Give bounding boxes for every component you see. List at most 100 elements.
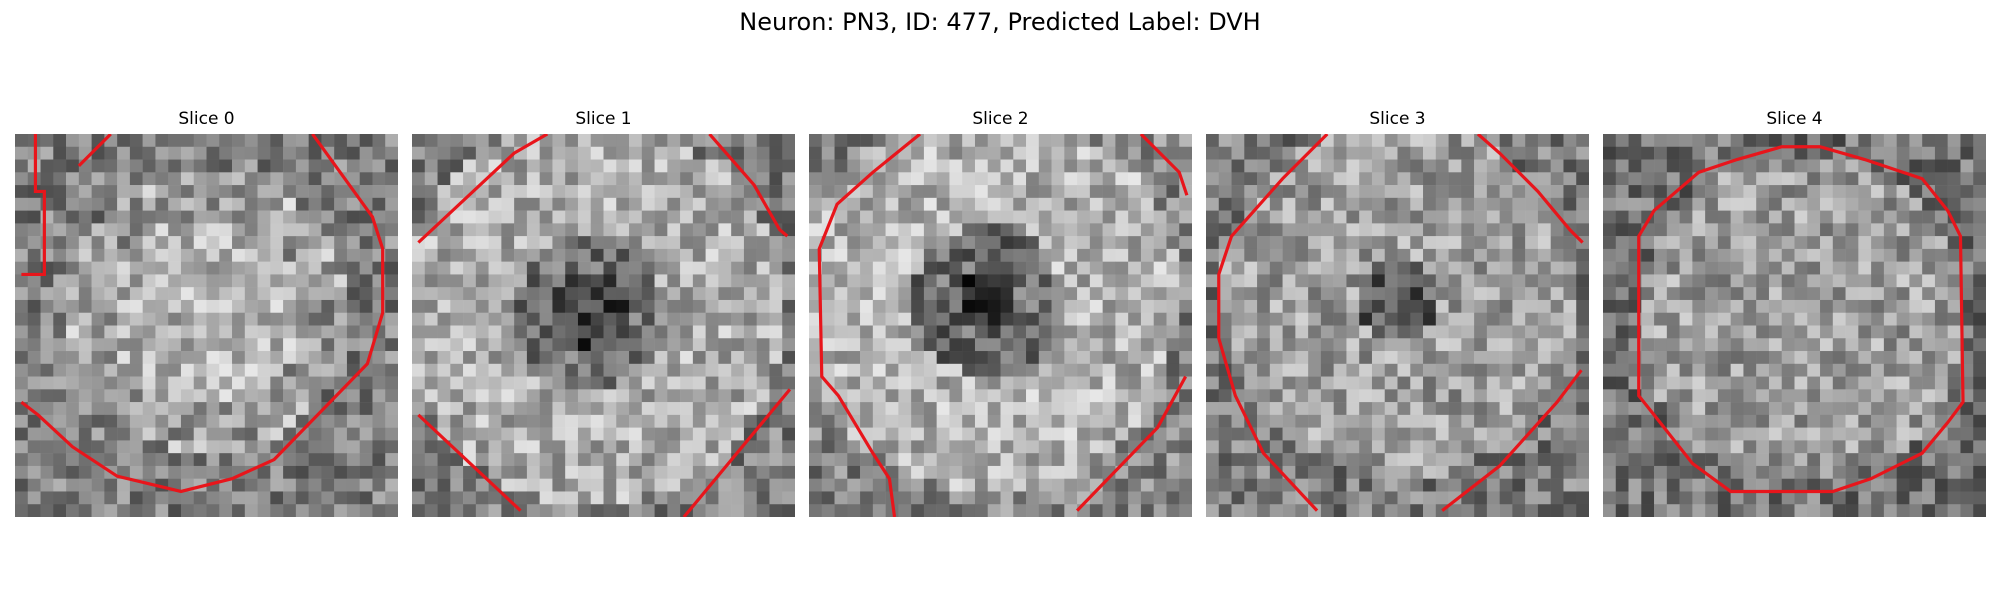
pixel <box>1947 325 1961 339</box>
pixel <box>1448 248 1462 262</box>
pixel <box>219 312 233 326</box>
pixel <box>232 197 246 211</box>
pixel <box>1858 376 1872 390</box>
pixel <box>1320 210 1334 224</box>
pixel <box>1218 172 1232 186</box>
pixel <box>1692 274 1706 288</box>
pixel <box>1423 159 1437 173</box>
pixel <box>1115 440 1129 454</box>
pixel <box>437 402 451 416</box>
pixel <box>475 146 489 160</box>
pixel <box>743 504 757 517</box>
pixel <box>834 453 848 467</box>
pixel <box>949 427 963 441</box>
pixel <box>40 274 54 288</box>
pixel <box>1218 376 1232 390</box>
pixel <box>1397 159 1411 173</box>
pixel <box>1922 236 1936 250</box>
pixel <box>1756 197 1770 211</box>
pixel <box>270 236 284 250</box>
pixel <box>743 261 757 275</box>
pixel <box>962 389 976 403</box>
pixel <box>782 351 795 365</box>
pixel <box>860 274 874 288</box>
pixel <box>283 172 297 186</box>
pixel <box>27 376 41 390</box>
pixel <box>718 363 732 377</box>
pixel <box>117 172 131 186</box>
pixel <box>1615 504 1629 517</box>
pixel <box>514 465 528 479</box>
pixel <box>923 376 937 390</box>
pixel <box>1038 236 1052 250</box>
pixel <box>1768 453 1782 467</box>
pixel <box>117 261 131 275</box>
pixel <box>1397 236 1411 250</box>
pixel <box>809 465 823 479</box>
pixel <box>1435 134 1449 148</box>
pixel <box>1410 299 1424 313</box>
pixel <box>1756 351 1770 365</box>
pixel <box>1499 427 1513 441</box>
pixel <box>1461 312 1475 326</box>
pixel <box>860 261 874 275</box>
pixel <box>1883 504 1897 517</box>
pixel <box>705 338 719 352</box>
pixel <box>1128 236 1142 250</box>
pixel <box>629 504 643 517</box>
pixel <box>1666 159 1680 173</box>
pixel <box>1102 248 1116 262</box>
pixel <box>1013 338 1027 352</box>
pixel <box>1692 351 1706 365</box>
pixel <box>412 185 426 199</box>
pixel <box>539 172 553 186</box>
pixel <box>1384 197 1398 211</box>
pixel <box>257 299 271 313</box>
pixel <box>667 299 681 313</box>
pixel <box>1013 351 1027 365</box>
pixel <box>1397 223 1411 237</box>
pixel <box>1486 312 1500 326</box>
pixel <box>270 465 284 479</box>
pixel <box>129 414 143 428</box>
pixel <box>1768 363 1782 377</box>
pixel <box>1038 414 1052 428</box>
pixel <box>987 402 1001 416</box>
pixel <box>1550 223 1564 237</box>
pixel <box>1320 185 1334 199</box>
pixel <box>488 287 502 301</box>
pixel <box>117 414 131 428</box>
pixel <box>1102 312 1116 326</box>
pixel <box>1794 223 1808 237</box>
pixel <box>731 465 745 479</box>
pixel <box>603 453 617 467</box>
pixel <box>104 248 118 262</box>
pixel <box>1435 312 1449 326</box>
pixel <box>1423 197 1437 211</box>
pixel <box>1333 287 1347 301</box>
pixel <box>1231 465 1245 479</box>
pixel <box>1089 299 1103 313</box>
pixel <box>1371 478 1385 492</box>
pixel <box>501 287 515 301</box>
pixel <box>1333 185 1347 199</box>
pixel <box>1000 325 1014 339</box>
pixel <box>1883 440 1897 454</box>
pixel <box>53 325 67 339</box>
pixel <box>552 363 566 377</box>
pixel <box>1140 325 1154 339</box>
pixel <box>1448 312 1462 326</box>
pixel <box>1282 134 1296 148</box>
pixel <box>180 376 194 390</box>
pixel <box>680 261 694 275</box>
pixel <box>1346 427 1360 441</box>
pixel <box>565 185 579 199</box>
pixel <box>1461 146 1475 160</box>
pixel <box>603 261 617 275</box>
pixel <box>155 185 169 199</box>
pixel <box>705 427 719 441</box>
pixel <box>1474 312 1488 326</box>
pixel <box>283 223 297 237</box>
pixel <box>385 376 398 390</box>
pixel <box>142 146 156 160</box>
